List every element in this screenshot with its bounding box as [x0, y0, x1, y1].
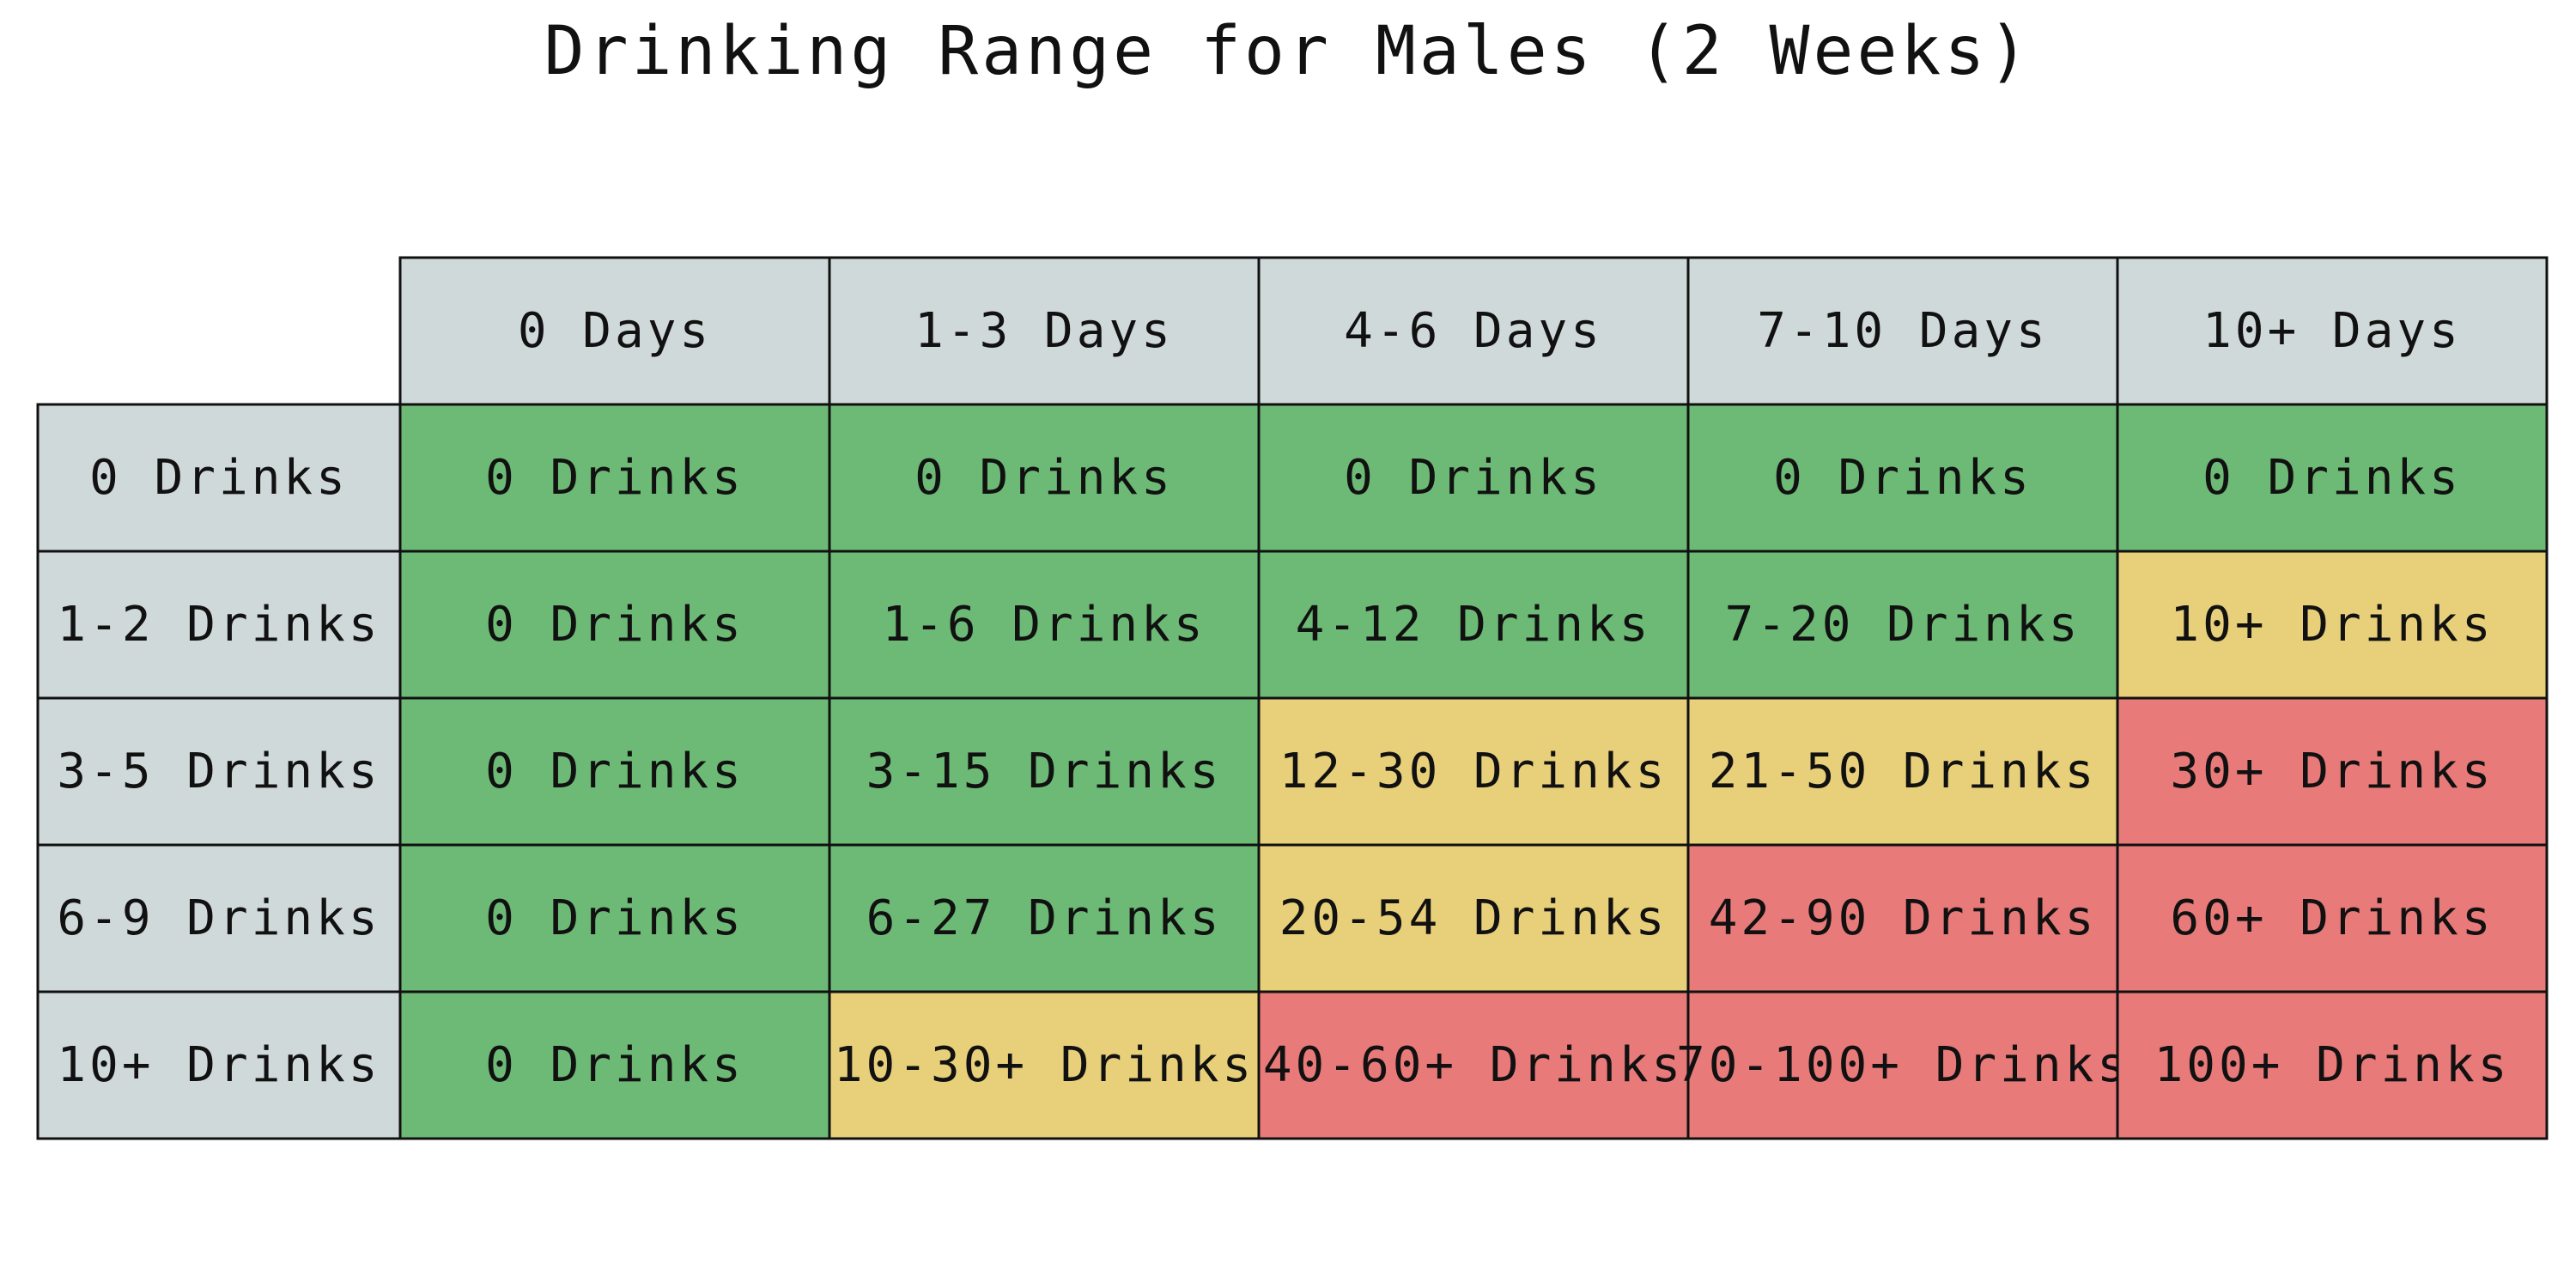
heatmap-cell: [398, 403, 831, 553]
column-header-cell: [398, 256, 831, 406]
heatmap-cell: [398, 990, 831, 1140]
row-header-cell: [36, 550, 402, 700]
row-header-label: 3-5 Drinks: [57, 744, 380, 799]
row-header-label: 1-2 Drinks: [57, 597, 380, 653]
row-header-cell: [36, 696, 402, 847]
heatmap-cell: [828, 550, 1261, 700]
column-header-label: 10+ Days: [2202, 303, 2462, 359]
heatmap-cell-label: 7-20 Drinks: [1725, 597, 2081, 653]
heatmap-cell-label: 20-54 Drinks: [1279, 890, 1668, 946]
heatmap-cell-label: 42-90 Drinks: [1709, 890, 2098, 946]
heatmap-cell-label: 60+ Drinks: [2170, 890, 2494, 946]
heatmap-cell: [2116, 990, 2549, 1140]
heatmap-cell: [398, 550, 831, 700]
heatmap-cell-label: 0 Drinks: [485, 597, 744, 653]
row-header-label: 0 Drinks: [89, 450, 349, 506]
column-header-label: 0 Days: [518, 303, 712, 359]
heatmap-cell: [398, 843, 831, 993]
heatmap-cell: [1686, 696, 2119, 847]
row-header-cell: [36, 843, 402, 993]
heatmap-cell-label: 40-60+ Drinks: [1263, 1037, 1684, 1093]
heatmap-cell-label: 12-30 Drinks: [1279, 744, 1668, 799]
heatmap-cell-label: 3-15 Drinks: [866, 744, 1223, 799]
heatmap-cell-label: 0 Drinks: [485, 744, 744, 799]
heatmap-cell-label: 0 Drinks: [1773, 450, 2032, 506]
heatmap-cell-label: 0 Drinks: [2202, 450, 2462, 506]
column-header-label: 1-3 Days: [914, 303, 1174, 359]
column-header-cell: [828, 256, 1261, 406]
heatmap-cell: [828, 696, 1261, 847]
heatmap-cell-label: 21-50 Drinks: [1709, 744, 2098, 799]
heatmap-cell-label: 100+ Drinks: [2154, 1037, 2511, 1093]
heatmap-cell-label: 10-30+ Drinks: [834, 1037, 1255, 1093]
heatmap-cell: [2116, 550, 2549, 700]
heatmap-cell: [1257, 403, 1690, 553]
heatmap-cell-label: 0 Drinks: [914, 450, 1174, 506]
heatmap-cell: [828, 403, 1261, 553]
heatmap-cell: [398, 696, 831, 847]
heatmap-cell-label: 4-12 Drinks: [1296, 597, 1652, 653]
chart-title: Drinking Range for Males (2 Weeks): [544, 13, 2032, 90]
row-header-label: 10+ Drinks: [57, 1037, 380, 1093]
heatmap-cell: [2116, 696, 2549, 847]
heatmap-cell-label: 0 Drinks: [1344, 450, 1603, 506]
heatmap-cell-label: 1-6 Drinks: [882, 597, 1206, 653]
heatmap-cell: [1686, 403, 2119, 553]
column-header-label: 4-6 Days: [1344, 303, 1603, 359]
heatmap-cell: [1257, 990, 1690, 1140]
column-header-cell: [1257, 256, 1690, 406]
row-header-label: 6-9 Drinks: [57, 890, 380, 946]
heatmap-cell: [1257, 550, 1690, 700]
column-header-label: 7-10 Days: [1757, 303, 2048, 359]
heatmap-cell-label: 10+ Drinks: [2170, 597, 2494, 653]
heatmap-cell-label: 0 Drinks: [485, 450, 744, 506]
heatmap-cell: [828, 843, 1261, 993]
heatmap-cell-label: 70-100+ Drinks: [1676, 1037, 2129, 1093]
heatmap-cell-label: 30+ Drinks: [2170, 744, 2494, 799]
heatmap-cell-label: 6-27 Drinks: [866, 890, 1223, 946]
heatmap-cell-label: 0 Drinks: [485, 1037, 744, 1093]
row-header-cell: [36, 990, 402, 1140]
heatmap-cell: [2116, 843, 2549, 993]
heatmap-cell: [1686, 550, 2119, 700]
heatmap-cell: [1257, 696, 1690, 847]
heatmap-cell-label: 0 Drinks: [485, 890, 744, 946]
